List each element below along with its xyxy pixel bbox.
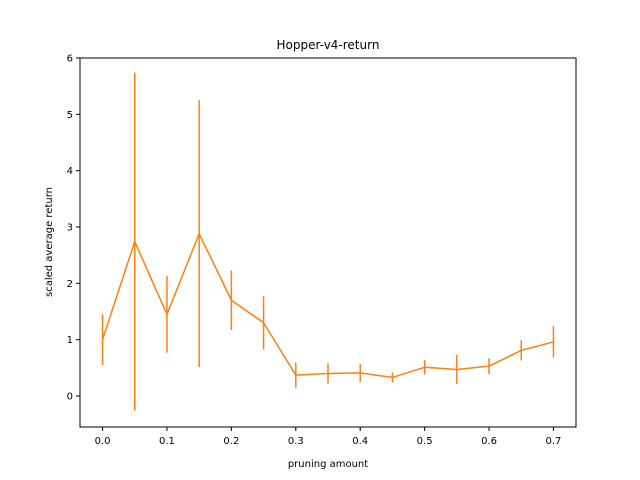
series-line [101, 233, 554, 379]
x-tick-label: 0.6 [481, 436, 497, 447]
x-tick-label: 0.0 [95, 436, 111, 447]
x-tick-label: 0.1 [159, 436, 175, 447]
y-tick-label: 3 [67, 223, 73, 234]
x-tick-label: 0.7 [546, 436, 562, 447]
y-tick-label: 1 [67, 335, 73, 346]
y-tick-label: 5 [67, 110, 73, 121]
x-tick-label: 0.3 [288, 436, 304, 447]
x-axis-label: pruning amount [288, 459, 368, 470]
y-axis-label: scaled average return [44, 187, 55, 297]
y-tick-label: 6 [67, 54, 73, 65]
y-tick-label: 2 [67, 279, 73, 290]
x-axis-ticks: 0.0 0.1 0.2 0.3 0.4 0.5 0.6 0.7 [95, 427, 562, 447]
y-tick-label: 4 [67, 166, 73, 177]
x-tick-label: 0.5 [417, 436, 433, 447]
chart-title: Hopper-v4-return [277, 38, 380, 52]
y-tick-label: 0 [67, 392, 73, 403]
x-tick-label: 0.2 [223, 436, 239, 447]
y-axis-ticks: 0 1 2 3 4 5 6 [67, 54, 80, 403]
x-tick-label: 0.4 [352, 436, 368, 447]
series-lines [101, 233, 554, 379]
